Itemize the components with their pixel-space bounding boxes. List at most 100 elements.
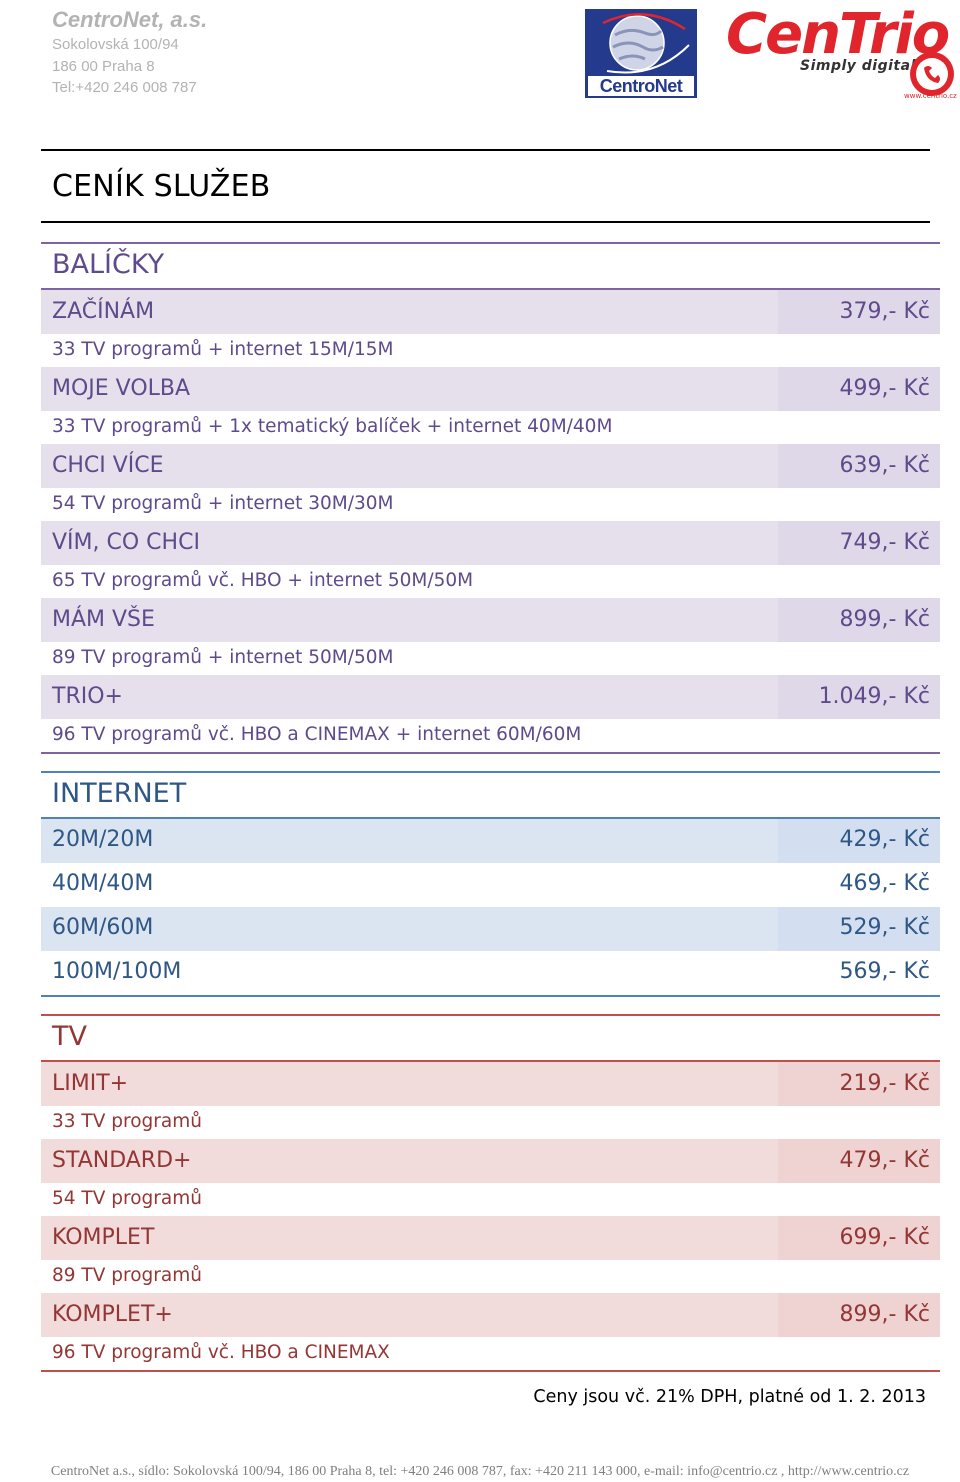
tv-package-name: KOMPLET (52, 1225, 155, 1250)
package-desc: 96 TV programů vč. HBO a CINEMAX + inter… (52, 724, 582, 745)
tv-package-price: 479,- Kč (839, 1148, 930, 1173)
packages-header: BALÍČKY (41, 242, 940, 288)
company-street: Sokolovská 100/94 (52, 36, 179, 53)
company-city: 186 00 Praha 8 (52, 57, 155, 75)
tv-package-price: 219,- Kč (839, 1071, 930, 1096)
price-cell (778, 819, 940, 863)
package-price: 499,- Kč (839, 376, 930, 401)
internet-row: 100M/100M 569,- Kč (41, 951, 940, 995)
tv-package-price: 699,- Kč (839, 1225, 930, 1250)
internet-speed: 60M/60M (52, 915, 154, 940)
globe-icon (602, 13, 690, 74)
company-phone: Tel:+420 246 008 787 (52, 79, 197, 96)
centronet-logo-text: CentroNet (588, 76, 694, 96)
packages-header-line (41, 288, 940, 290)
internet-header: INTERNET (41, 771, 940, 817)
company-name: CentroNet, a.s. (52, 7, 208, 32)
price-cell (778, 521, 940, 565)
package-name: TRIO+ (52, 684, 123, 709)
tv-package-name: STANDARD+ (52, 1148, 192, 1173)
package-desc-row: 33 TV programů + internet 15M/15M (41, 334, 940, 367)
package-desc-row: 33 TV programů + 1x tematický balíček + … (41, 411, 940, 444)
internet-header-line (41, 817, 940, 819)
package-price: 749,- Kč (839, 530, 930, 555)
tv-package-name: KOMPLET+ (52, 1302, 173, 1327)
internet-price: 569,- Kč (839, 959, 930, 984)
price-cell (778, 1216, 940, 1260)
tv-package-desc: 89 TV programů (52, 1265, 202, 1286)
package-desc-row: 96 TV programů vč. HBO a CINEMAX + inter… (41, 719, 940, 752)
package-name: MÁM VŠE (52, 607, 155, 632)
package-desc: 33 TV programů + 1x tematický balíček + … (52, 416, 613, 437)
tv-package-desc: 96 TV programů vč. HBO a CINEMAX (52, 1342, 390, 1363)
tv-row: KOMPLET 699,- Kč (41, 1216, 940, 1260)
tv-package-desc: 54 TV programů (52, 1188, 202, 1209)
package-desc-row: 54 TV programů + internet 30M/30M (41, 488, 940, 521)
internet-section: INTERNET 20M/20M 429,- Kč 40M/40M 469,- … (41, 771, 940, 997)
packages-top-line (41, 242, 940, 244)
internet-speed: 20M/20M (52, 827, 154, 852)
tv-bottom-line (41, 1370, 940, 1372)
package-price: 899,- Kč (839, 607, 930, 632)
centrio-logo-tagline: Simply digital (800, 58, 916, 74)
centrio-logo: CenTrio Simply digital www.centrio.cz (722, 2, 958, 100)
package-row: ZAČÍNÁM 379,- Kč (41, 290, 940, 334)
phone-badge-icon: www.centrio.cz (904, 52, 957, 100)
tv-header-line (41, 1060, 940, 1062)
package-name: MOJE VOLBA (52, 376, 191, 401)
tv-desc-row: 33 TV programů (41, 1106, 940, 1139)
tv-desc-row: 54 TV programů (41, 1183, 940, 1216)
header-rule-top (41, 149, 930, 151)
centrio-logo-word: CenTrio (726, 2, 950, 67)
internet-price: 469,- Kč (839, 871, 930, 896)
company-address-block: CentroNet, a.s. Sokolovská 100/94 186 00… (52, 6, 207, 99)
price-cell (778, 367, 940, 411)
internet-row: 60M/60M 529,- Kč (41, 907, 940, 951)
tv-package-name: LIMIT+ (52, 1071, 129, 1096)
price-cell (778, 290, 940, 334)
tv-section: TV LIMIT+ 219,- Kč 33 TV programů STANDA… (41, 1014, 940, 1372)
tv-top-line (41, 1014, 940, 1016)
internet-speed: 100M/100M (52, 959, 182, 984)
tv-heading: TV (52, 1021, 87, 1052)
internet-bottom-line (41, 995, 940, 997)
price-cell (778, 1293, 940, 1337)
internet-row: 40M/40M 469,- Kč (41, 863, 940, 907)
centronet-logo-text-a: Centro (599, 76, 656, 96)
price-note: Ceny jsou vč. 21% DPH, platné od 1. 2. 2… (533, 1387, 926, 1407)
price-cell (778, 598, 940, 642)
centrio-site-text: www.centrio.cz (904, 92, 957, 100)
package-desc: 54 TV programů + internet 30M/30M (52, 493, 394, 514)
centronet-logo: CentroNet (585, 9, 697, 98)
package-row: TRIO+ 1.049,- Kč (41, 675, 940, 719)
internet-price: 529,- Kč (839, 915, 930, 940)
packages-heading: BALÍČKY (52, 249, 165, 280)
page-title: CENÍK SLUŽEB (52, 169, 271, 204)
package-price: 639,- Kč (839, 453, 930, 478)
price-cell (778, 1139, 940, 1183)
package-name: VÍM, CO CHCI (52, 530, 200, 555)
package-row: MÁM VŠE 899,- Kč (41, 598, 940, 642)
tv-row: KOMPLET+ 899,- Kč (41, 1293, 940, 1337)
internet-row: 20M/20M 429,- Kč (41, 819, 940, 863)
price-cell (778, 444, 940, 488)
package-row: VÍM, CO CHCI 749,- Kč (41, 521, 940, 565)
tv-row: LIMIT+ 219,- Kč (41, 1062, 940, 1106)
tv-header: TV (41, 1014, 940, 1060)
package-price: 1.049,- Kč (818, 684, 930, 709)
tv-desc-row: 96 TV programů vč. HBO a CINEMAX (41, 1337, 940, 1370)
internet-heading: INTERNET (52, 778, 187, 809)
tv-package-desc: 33 TV programů (52, 1111, 202, 1132)
price-cell (778, 675, 940, 719)
package-price: 379,- Kč (839, 299, 930, 324)
internet-top-line (41, 771, 940, 773)
package-desc-row: 89 TV programů + internet 50M/50M (41, 642, 940, 675)
header-rule-bottom (41, 221, 930, 223)
tv-row: STANDARD+ 479,- Kč (41, 1139, 940, 1183)
price-cell (778, 907, 940, 951)
packages-section: BALÍČKY ZAČÍNÁM 379,- Kč 33 TV programů … (41, 242, 940, 754)
price-cell (778, 1062, 940, 1106)
package-name: ZAČÍNÁM (52, 299, 155, 324)
tv-package-price: 899,- Kč (839, 1302, 930, 1327)
centronet-logo-text-b: Net (654, 76, 683, 96)
